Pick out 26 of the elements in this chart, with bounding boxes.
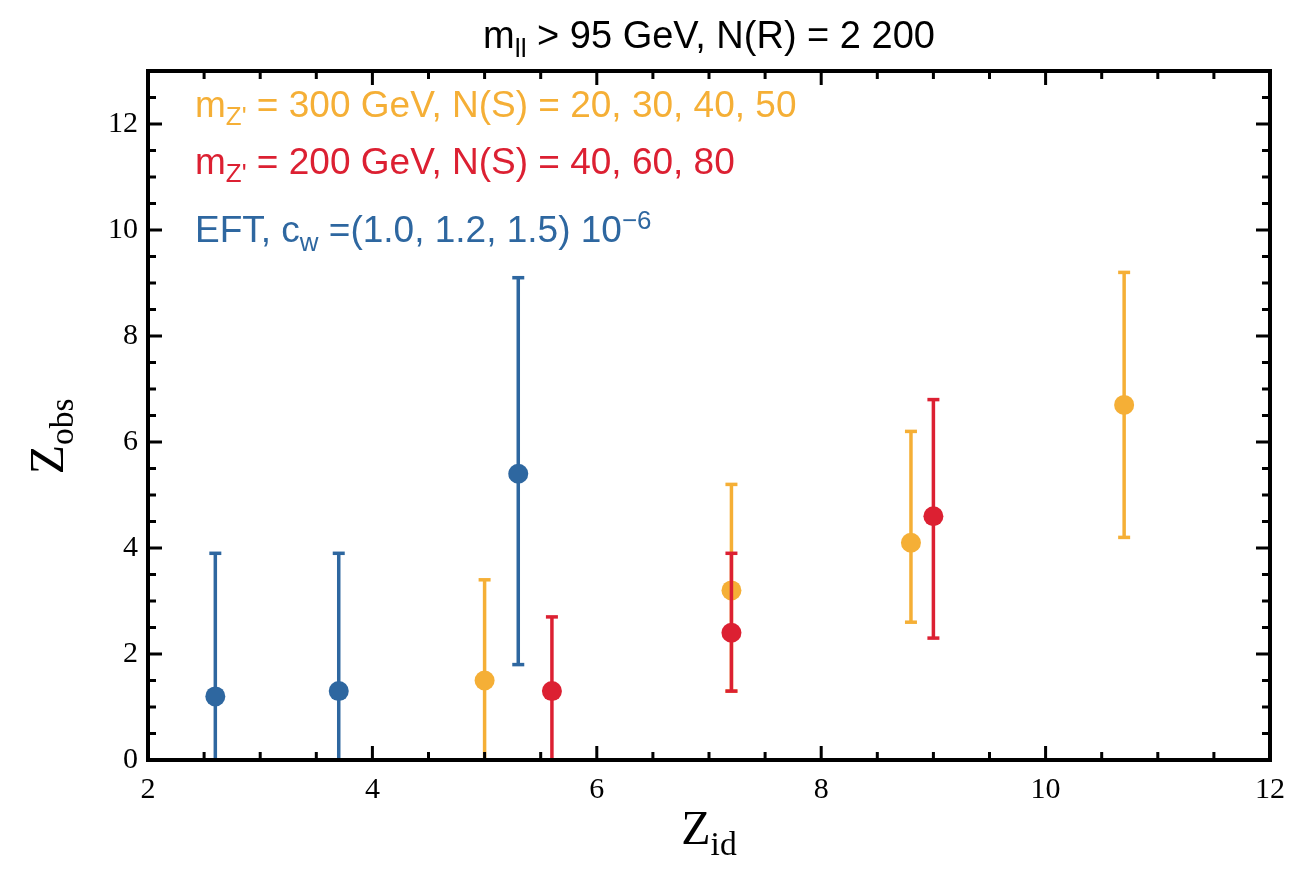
point	[1114, 394, 1135, 415]
x-axis-title: Z$_{id}$	[681, 801, 737, 862]
y-tick-label: 12	[108, 104, 138, 138]
y-tick-label: 6	[123, 422, 138, 456]
point	[474, 670, 495, 691]
y-tick-label: 0	[123, 740, 138, 774]
x-tick-label: 4	[364, 770, 380, 804]
chart-title: m$_{ll}$ > 95 GeV, N(R) = 2 200	[482, 14, 936, 64]
y-tick-label: 10	[108, 210, 138, 244]
x-tick-label: 8	[813, 770, 829, 804]
text: m$_{Z'}$ = 300 GeV, N(S) = 20, 30, 40, 50	[195, 83, 797, 133]
point	[900, 532, 921, 553]
x-tick-label: 6	[589, 770, 605, 804]
text: m$_{Z'}$ = 200 GeV, N(S) = 40, 60, 80	[195, 140, 736, 190]
point	[328, 681, 349, 702]
x-tick-label: 12	[1255, 770, 1285, 804]
point	[508, 463, 529, 484]
point	[923, 506, 944, 527]
y-tick-label: 2	[123, 634, 138, 668]
point	[205, 686, 226, 707]
text: EFT, c$_{w}$ =(1.0, 1.2, 1.5) 10$^{−6}$	[195, 204, 653, 258]
y-tick-label: 8	[123, 316, 138, 350]
point	[541, 681, 562, 702]
x-tick-label: 10	[1030, 770, 1061, 804]
point	[721, 622, 742, 643]
y-tick-label: 4	[123, 528, 138, 562]
